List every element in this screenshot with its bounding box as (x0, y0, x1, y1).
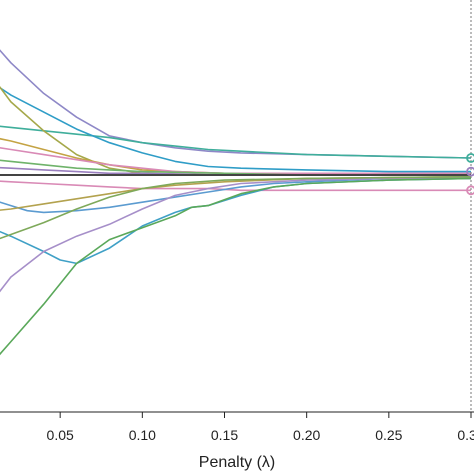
series-line-9 (0, 180, 471, 192)
series-line-12 (0, 177, 471, 293)
series-line-1 (0, 49, 472, 159)
x-tick-label: 0.30 (457, 427, 474, 443)
series-line-14 (0, 175, 472, 211)
x-tick-label: 0.10 (129, 427, 156, 443)
x-tick-label: 0.05 (47, 427, 74, 443)
series-line-6 (0, 147, 471, 175)
end-marker-2 (466, 166, 474, 177)
x-tick-label: 0.20 (293, 427, 320, 443)
x-axis-title: Penalty (λ) (199, 454, 275, 471)
series-line-10 (0, 177, 471, 214)
series-layer (0, 49, 472, 356)
series-line-2 (0, 125, 472, 159)
series-line-13 (0, 177, 472, 356)
end-marker-1 (466, 153, 474, 163)
end-marker-layer (466, 153, 474, 196)
series-line-11 (0, 177, 472, 265)
x-axis-ticks: 0.05 0.10 0.15 0.20 0.25 0.30 (47, 412, 474, 443)
series-line-15 (0, 175, 472, 240)
x-tick-label: 0.25 (375, 427, 402, 443)
series-line-3 (0, 86, 471, 173)
end-marker-3 (466, 185, 474, 196)
series-line-7 (0, 159, 471, 176)
x-tick-label: 0.15 (211, 427, 238, 443)
